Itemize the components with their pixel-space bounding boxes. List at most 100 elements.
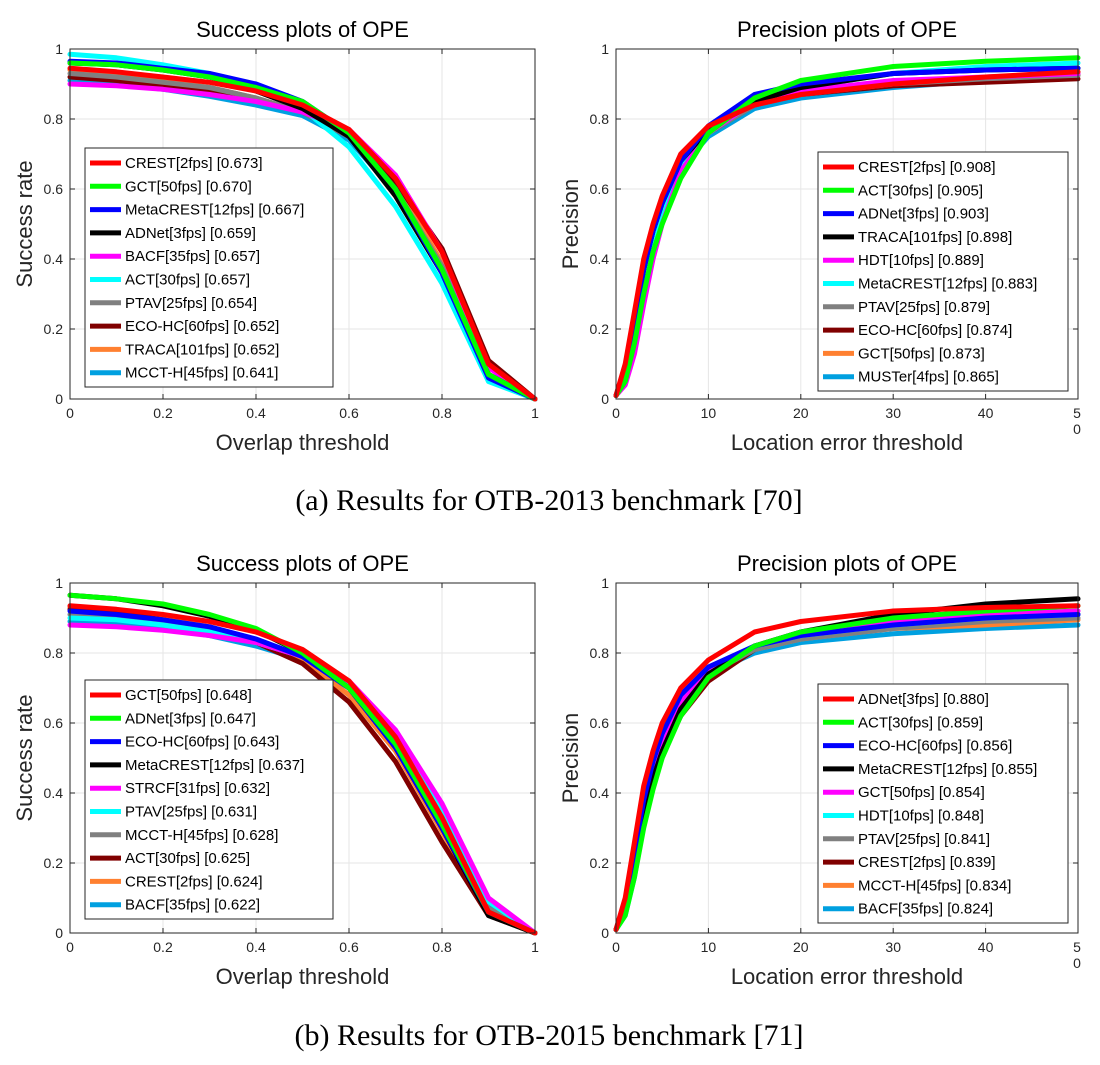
legend-entry: PTAV[25fps] [0.879]: [858, 299, 990, 316]
x-tick-label: 20: [793, 405, 809, 421]
x-tick-label: 0.8: [432, 405, 452, 421]
x-axis-label: Overlap threshold: [216, 964, 390, 989]
y-tick-label: 0.4: [590, 785, 610, 801]
legend-entry: ADNet[3fps] [0.659]: [125, 225, 256, 242]
legend-entry: GCT[50fps] [0.670]: [125, 178, 252, 195]
x-tick-label: 0.8: [432, 939, 452, 955]
caption-b: (b) Results for OTB-2015 benchmark [71]: [294, 1019, 803, 1052]
y-tick-label: 0.6: [590, 181, 610, 197]
x-tick-label: 0.4: [246, 405, 266, 421]
legend-entry: ADNet[3fps] [0.880]: [858, 691, 989, 708]
x-tick-label: 20: [793, 939, 809, 955]
chart-3: 0 0.2 0.4 0.6 0.8 1 0 0.2 0.4 0.6 0.8 1 Success plot…: [12, 551, 539, 989]
y-tick-label: 0.2: [44, 321, 64, 337]
legend-entry: ECO-HC[60fps] [0.874]: [858, 322, 1012, 339]
legend-entry: ACT[30fps] [0.905]: [858, 182, 983, 199]
x-tick-label: 0.6: [339, 405, 359, 421]
y-tick-label: 0.4: [590, 251, 610, 267]
legend-entry: MCCT-H[45fps] [0.834]: [858, 877, 1011, 894]
x-tick-label: 30: [885, 939, 901, 955]
legend-entry: MetaCREST[12fps] [0.883]: [858, 276, 1037, 293]
series-line-1: [613, 603, 1081, 932]
legend: CREST[2fps] [0.908] ACT[30fps] [0.905] ADN…: [817, 151, 1069, 392]
x-tick-label: 0: [612, 939, 620, 955]
axes-box: [615, 48, 1079, 400]
y-tick-label: 0.4: [44, 785, 64, 801]
axes-box: [69, 582, 536, 934]
y-axis-label: Success rate: [12, 160, 37, 287]
series-line-1: [67, 65, 538, 402]
caption-a: (a) Results for OTB-2013 benchmark [70]: [295, 484, 802, 517]
chart-title: Success plots of OPE: [196, 551, 409, 576]
legend-entry: HDT[10fps] [0.848]: [858, 808, 984, 825]
x-tick-label: 40: [978, 939, 994, 955]
legend: ADNet[3fps] [0.880] ACT[30fps] [0.859] ECO…: [817, 683, 1069, 924]
y-tick-label: 0.2: [590, 855, 610, 871]
x-axis-label: Overlap threshold: [216, 430, 390, 455]
legend-box: [817, 683, 1069, 924]
chart-title: Precision plots of OPE: [737, 551, 957, 576]
y-tick-label: 0.8: [590, 645, 610, 661]
legend-entry: CREST[2fps] [0.624]: [125, 873, 263, 890]
series-line-2: [613, 603, 1081, 932]
x-tick-label: 40: [978, 405, 994, 421]
legend-entry: GCT[50fps] [0.873]: [858, 345, 985, 362]
series-line-1: [613, 69, 1081, 398]
x-axis-label: Location error threshold: [731, 430, 963, 455]
chart-1: 0 0.2 0.4 0.6 0.8 1 0 0.2 0.4 0.6 0.8 1 Success plot…: [12, 17, 539, 455]
x-tick-label: 0: [66, 405, 74, 421]
legend-entry: MCCT-H[45fps] [0.641]: [125, 365, 278, 382]
y-tick-label: 0.6: [590, 715, 610, 731]
x-tick-label: 0.2: [153, 405, 173, 421]
y-tick-label: 0: [601, 925, 609, 941]
legend-entry: BACF[35fps] [0.657]: [125, 248, 260, 265]
x-tick-label: 0.6: [339, 939, 359, 955]
legend-entry: BACF[35fps] [0.622]: [125, 897, 260, 914]
legend-entry: HDT[10fps] [0.889]: [858, 252, 984, 269]
x-tick-label: 0: [612, 405, 620, 421]
legend-entry: MetaCREST[12fps] [0.855]: [858, 761, 1037, 778]
chart-2: 0 10 20 30 40 5 0 0 0.2 0.4 0.6 0.8 1 Precision plots…: [558, 17, 1081, 455]
legend-entry: BACF[35fps] [0.824]: [858, 901, 993, 918]
y-tick-label: 0.8: [44, 111, 64, 127]
y-tick-label: 0: [55, 391, 63, 407]
legend-entry: TRACA[101fps] [0.898]: [858, 229, 1012, 246]
legend-entry: PTAV[25fps] [0.654]: [125, 295, 257, 312]
legend-entry: ECO-HC[60fps] [0.856]: [858, 738, 1012, 755]
legend-entry: PTAV[25fps] [0.631]: [125, 804, 257, 821]
y-tick-label: 0: [55, 925, 63, 941]
y-tick-label: 1: [55, 41, 63, 57]
legend-entry: ECO-HC[60fps] [0.652]: [125, 318, 279, 335]
x-tick-label: 10: [701, 939, 717, 955]
legend-entry: GCT[50fps] [0.854]: [858, 784, 985, 801]
legend-box: [84, 147, 334, 388]
legend-entry: TRACA[101fps] [0.652]: [125, 341, 279, 358]
legend-entry: MCCT-H[45fps] [0.628]: [125, 827, 278, 844]
y-tick-label: 0.8: [44, 645, 64, 661]
legend-entry: STRCF[31fps] [0.632]: [125, 780, 270, 797]
series-line-2: [67, 60, 538, 402]
chart-4: 0 10 20 30 40 5 0 0 0.2 0.4 0.6 0.8 1 Precision plots…: [558, 551, 1081, 989]
legend-entry: ACT[30fps] [0.625]: [125, 850, 250, 867]
legend: CREST[2fps] [0.673] GCT[50fps] [0.670] Met…: [84, 147, 334, 388]
y-axis-label: Precision: [558, 713, 583, 803]
legend-entry: MUSTer[4fps] [0.865]: [858, 369, 999, 386]
legend: GCT[50fps] [0.648] ADNet[3fps] [0.647] ECO…: [84, 679, 334, 920]
chart-title: Success plots of OPE: [196, 17, 409, 42]
x-tick-label: 0.4: [246, 939, 266, 955]
y-tick-label: 0.2: [44, 855, 64, 871]
legend-entry: CREST[2fps] [0.908]: [858, 159, 996, 176]
x-tick-label: 0: [66, 939, 74, 955]
axes-box: [615, 582, 1079, 934]
y-axis-label: Precision: [558, 179, 583, 269]
legend-entry: ECO-HC[60fps] [0.643]: [125, 734, 279, 751]
legend-entry: ADNet[3fps] [0.903]: [858, 206, 989, 223]
series-line-1: [67, 603, 538, 936]
legend-entry: ACT[30fps] [0.859]: [858, 714, 983, 731]
series-line-2: [613, 55, 1081, 398]
chart-title: Precision plots of OPE: [737, 17, 957, 42]
x-tick-label: 0.2: [153, 939, 173, 955]
